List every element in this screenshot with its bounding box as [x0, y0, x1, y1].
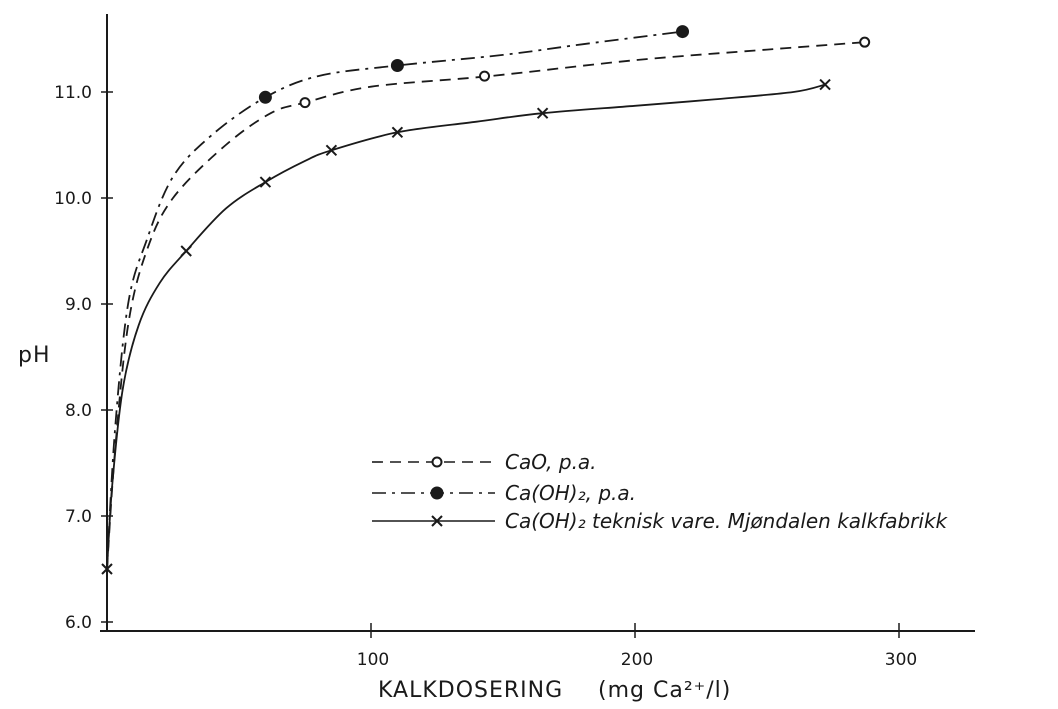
data-point-open-circle: [299, 97, 311, 109]
data-point-x: [180, 245, 192, 257]
data-point-x: [819, 78, 831, 91]
x-tick-label: 100: [357, 650, 389, 670]
x-axis-title: KALKDOSERING: [378, 678, 563, 703]
ticks: 6.0 7.0 8.0 9.0 10.0 11.0 100 200 300: [54, 83, 917, 670]
y-tick-label: 8.0: [65, 401, 92, 421]
data-point-x: [259, 176, 272, 188]
x-axis-unit: (mg Ca²⁺/l): [598, 678, 731, 703]
legend-marker: [431, 456, 443, 468]
y-tick-label: 10.0: [54, 189, 92, 209]
data-point-filled-circle: [676, 25, 690, 39]
data-point-open-circle: [859, 36, 871, 48]
legend-label: Ca(OH)₂ teknisk vare. Mjøndalen kalkfabr…: [505, 509, 949, 533]
data-point-x: [536, 107, 549, 119]
y-tick-label: 11.0: [54, 83, 92, 103]
axes: [100, 14, 975, 632]
series-3: [101, 78, 831, 575]
data-point-filled-circle: [258, 90, 272, 104]
y-tick-label: 9.0: [65, 295, 92, 315]
legend-label: CaO, p.a.: [505, 450, 597, 474]
legend-marker: [431, 515, 443, 527]
legend-entry: Ca(OH)₂ teknisk vare. Mjøndalen kalkfabr…: [372, 509, 949, 533]
legend-marker: [430, 486, 444, 500]
legend-label: Ca(OH)₂, p.a.: [505, 481, 636, 505]
data-point-x: [391, 126, 404, 138]
x-tick-label: 300: [885, 650, 917, 670]
legend-entry: CaO, p.a.: [372, 450, 597, 474]
series-line: [106, 83, 826, 570]
data-point-open-circle: [479, 70, 491, 82]
legend: CaO, p.a. Ca(OH)₂, p.a. Ca(OH)₂ teknisk va…: [372, 450, 949, 533]
series-1: [106, 36, 871, 570]
series-2: [106, 25, 690, 570]
data-point-x: [101, 563, 113, 575]
y-tick-label: 6.0: [65, 613, 92, 633]
data-point-filled-circle: [390, 59, 404, 72]
data-point-x: [325, 144, 338, 157]
legend-entry: Ca(OH)₂, p.a.: [372, 481, 636, 505]
series-line: [106, 41, 865, 570]
y-axis-title: pH: [18, 343, 51, 368]
series-layer: [101, 25, 871, 575]
y-tick-label: 7.0: [65, 507, 92, 527]
series-line: [106, 30, 683, 570]
x-tick-label: 200: [621, 650, 653, 670]
